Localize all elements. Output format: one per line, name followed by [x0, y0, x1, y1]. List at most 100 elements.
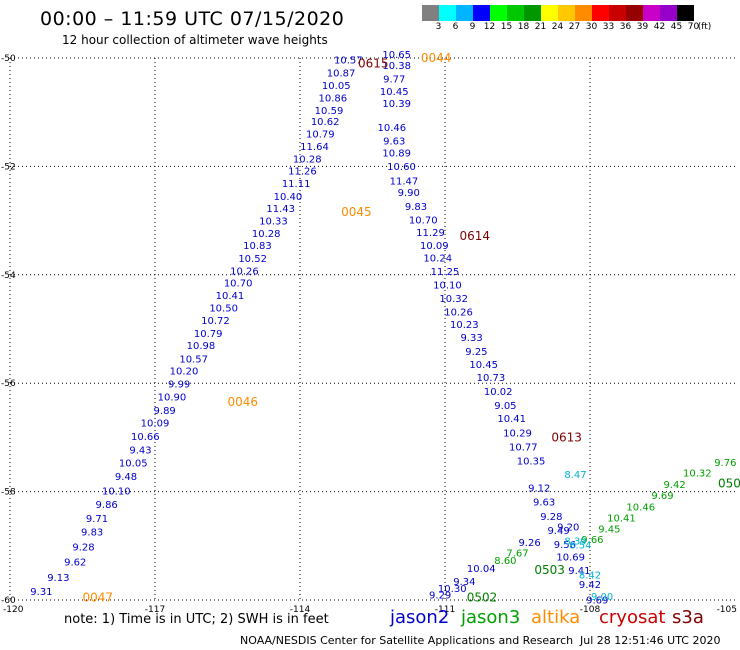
swh-value: 11.29 — [416, 228, 445, 239]
color-swatch — [660, 5, 677, 21]
swh-value: 9.20 — [557, 523, 579, 534]
footer-note: note: 1) Time is in UTC; 2) SWH is in fe… — [64, 612, 329, 627]
swh-value: 10.79 — [194, 329, 223, 340]
swh-value: 10.59 — [315, 106, 344, 117]
swh-value: 9.33 — [460, 333, 482, 344]
swh-value: 11.64 — [300, 142, 329, 153]
swh-value: 7.67 — [506, 549, 528, 560]
color-scale-label: 12 — [483, 22, 496, 32]
swh-value: 9.90 — [398, 188, 420, 199]
lat-tick-label: -52 — [1, 162, 16, 172]
swh-value: 10.05 — [322, 81, 351, 92]
swh-value: 10.65 — [382, 50, 411, 61]
color-swatch — [677, 5, 694, 21]
pass-label: 050 — [718, 476, 740, 490]
map-grid — [9, 57, 735, 601]
swh-value: 9.31 — [30, 587, 52, 598]
legend-jason3: jason3 — [461, 607, 521, 628]
pass-labels: 0047 0046 0045 0044 0615 0614 0613 0503 0502 050 — [83, 51, 740, 604]
swh-value: 10.26 — [444, 307, 473, 318]
lat-tick-label: -60 — [1, 596, 16, 606]
lat-tick-label: -56 — [1, 379, 16, 389]
swh-value: 10.73 — [477, 373, 506, 384]
color-swatch — [507, 5, 524, 21]
swh-value: 10.26 — [230, 266, 259, 277]
swh-value: 9.26 — [518, 538, 540, 549]
pass-label: 0502 — [467, 590, 498, 604]
swh-value: 10.41 — [607, 513, 636, 524]
swh-value: 10.32 — [683, 468, 712, 479]
swh-value: 10.40 — [274, 192, 303, 203]
swh-value: 9.76 — [714, 458, 736, 469]
swh-value: 10.32 — [439, 294, 468, 305]
swh-value: 10.87 — [327, 68, 356, 79]
swh-value: 9.49 — [547, 526, 569, 537]
color-scale-label: 24 — [551, 22, 564, 32]
lon-tick-label: -117 — [145, 605, 165, 615]
color-swatch — [592, 5, 609, 21]
swh-value: 10.57 — [334, 55, 363, 66]
lon-tick-label: -120 — [3, 605, 24, 615]
swh-value: 10.24 — [423, 253, 452, 264]
swh-value: 10.39 — [382, 99, 411, 110]
pass-label: 0046 — [228, 395, 259, 409]
lon-tick-label: -105 — [717, 605, 737, 615]
legend-jason2: jason2 — [390, 607, 450, 628]
color-swatch — [541, 5, 558, 21]
swh-value: 10.72 — [201, 316, 230, 327]
swh-value: 10.62 — [311, 117, 340, 128]
swh-value: 9.86 — [96, 500, 118, 511]
swh-value: 10.35 — [517, 457, 546, 468]
swh-value: 9.63 — [533, 498, 555, 509]
lon-tick-label: -111 — [435, 605, 455, 615]
swh-value: 10.45 — [469, 360, 498, 371]
lon-tick-label: -114 — [290, 605, 311, 615]
color-swatch — [524, 5, 541, 21]
color-scale-label: 36 — [619, 22, 632, 32]
swh-value: 9.34 — [453, 577, 475, 588]
legend-cryosat: cryosat — [599, 607, 666, 628]
swh-value: 10.60 — [387, 162, 416, 173]
swh-value: 9.41 — [568, 566, 590, 577]
swh-value: 10.83 — [243, 241, 272, 252]
swh-value: 9.62 — [64, 557, 86, 568]
swh-value: 10.02 — [484, 387, 513, 398]
swh-value: 10.28 — [252, 229, 281, 240]
pass-label: 0614 — [460, 229, 491, 243]
swh-value: 11.11 — [282, 179, 311, 190]
pass-label: 0045 — [341, 205, 372, 219]
legend-altika: altika — [531, 607, 581, 628]
color-scale-label: 27 — [568, 22, 581, 32]
color-scale-label: 45 — [670, 22, 683, 32]
swh-value: 11.25 — [431, 267, 460, 278]
swh-value: 10.38 — [382, 61, 411, 72]
swh-value: 10.33 — [259, 216, 288, 227]
lat-tick-label: -58 — [1, 488, 16, 498]
swh-value: 9.28 — [72, 543, 94, 554]
swh-value: 10.86 — [319, 93, 348, 104]
swh-value: 10.77 — [509, 442, 538, 453]
color-scale-label: 6 — [452, 22, 459, 32]
axis-labels: -120 -117 -114 -111 -108 -105 -50 -52 -54 -56 -58 -… — [1, 54, 737, 615]
swh-value: 8.60 — [494, 556, 516, 567]
swh-value: 8.47 — [564, 470, 586, 481]
swh-value: 9.66 — [581, 535, 603, 546]
swh-value: 9.77 — [383, 74, 405, 85]
pass-label: 0047 — [83, 590, 114, 604]
color-scale-label: 33 — [602, 22, 615, 32]
swh-value: 11.47 — [390, 176, 419, 187]
swh-value: 10.09 — [141, 419, 170, 430]
color-scale-label: 15 — [500, 22, 513, 32]
swh-value: 9.48 — [115, 472, 137, 483]
timestamp: Jul 28 12:51:46 UTC 2020 — [580, 634, 721, 647]
swh-value: 9.43 — [129, 446, 151, 457]
swh-value: 10.28 — [293, 155, 322, 166]
color-swatch — [490, 5, 507, 21]
pass-label: 0503 — [534, 563, 565, 577]
swh-value: 9.12 — [528, 484, 550, 495]
color-scale-label: (ft) — [697, 22, 712, 32]
swh-value: 9.28 — [540, 512, 562, 523]
swh-value: 9.42 — [579, 580, 601, 591]
color-swatch — [626, 5, 643, 21]
